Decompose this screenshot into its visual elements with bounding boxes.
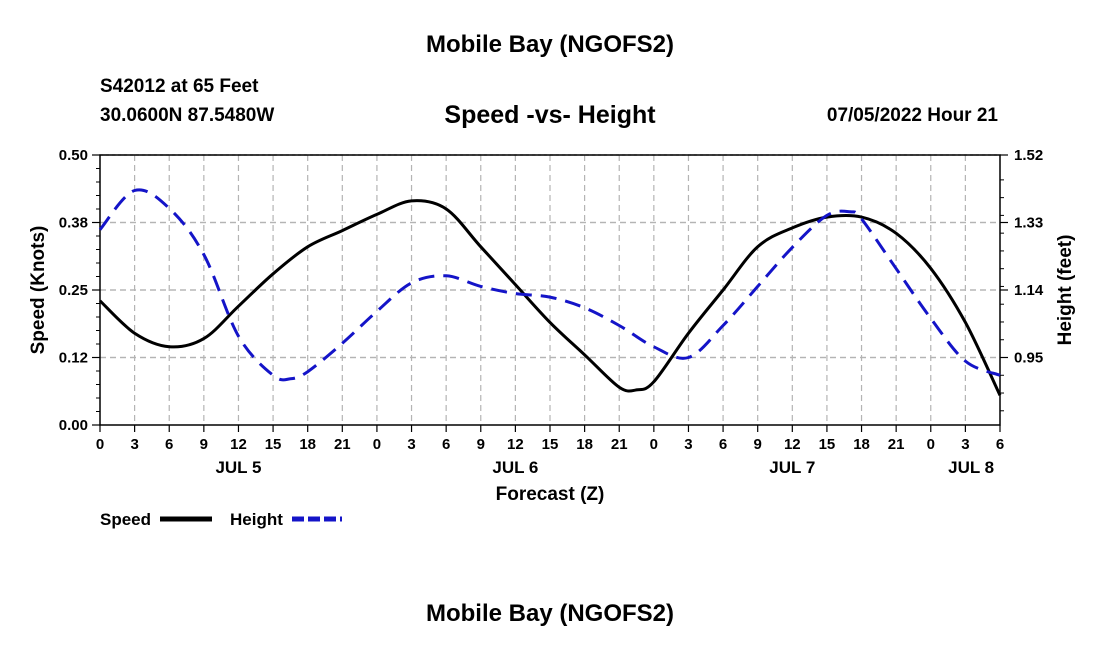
timestamp-label: 07/05/2022 Hour 21 <box>826 105 998 126</box>
coordinates-label: 30.0600N 87.5480W <box>100 105 275 126</box>
x-tick-label: 0 <box>650 436 658 453</box>
x-tick-label: 3 <box>130 436 138 453</box>
x-tick-label: 15 <box>819 436 836 453</box>
legend: Speed Height <box>100 510 342 529</box>
legend-label-height: Height <box>230 510 283 529</box>
series-line-height <box>98 188 1001 382</box>
legend-label-speed: Speed <box>100 510 151 529</box>
y2-tick-label: 1.33 <box>1014 215 1043 232</box>
y-tick-label: 0.00 <box>59 417 88 434</box>
bottom-title: Mobile Bay (NGOFS2) <box>425 600 675 627</box>
series-line-speed <box>98 199 1002 396</box>
y-tick-label: 0.38 <box>59 215 88 232</box>
x-tick-label: 21 <box>334 436 351 453</box>
chart-subtitle: Speed -vs- Height <box>444 101 656 129</box>
day-label: JUL 8 <box>948 458 994 477</box>
x-tick-label: 15 <box>265 436 282 453</box>
x-tick-label: 6 <box>442 436 450 453</box>
y-tick-label: 0.25 <box>59 282 88 299</box>
x-tick-label: 9 <box>477 436 485 453</box>
x-tick-label: 12 <box>507 436 524 453</box>
x-tick-label: 0 <box>96 436 104 453</box>
x-tick-label: 6 <box>165 436 173 453</box>
x-tick-label: 0 <box>927 436 935 453</box>
x-tick-label: 3 <box>407 436 415 453</box>
station-label: S42012 at 65 Feet <box>100 76 259 97</box>
x-axis-title: Forecast (Z) <box>496 484 605 505</box>
day-label: JUL 7 <box>769 458 815 477</box>
y2-axis-title: Height (feet) <box>1055 235 1076 346</box>
x-tick-label: 21 <box>611 436 628 453</box>
chart-title: Mobile Bay (NGOFS2) <box>425 31 675 58</box>
x-tick-label: 3 <box>961 436 969 453</box>
x-tick-label: 6 <box>719 436 727 453</box>
x-tick-label: 12 <box>230 436 247 453</box>
y-tick-label: 0.12 <box>59 350 88 367</box>
x-tick-label: 9 <box>200 436 208 453</box>
x-tick-label: 18 <box>576 436 593 453</box>
day-label: JUL 5 <box>215 458 261 477</box>
x-tick-label: 0 <box>373 436 381 453</box>
day-label: JUL 6 <box>492 458 538 477</box>
x-tick-label: 21 <box>888 436 905 453</box>
x-tick-label: 15 <box>542 436 559 453</box>
y-axis-title: Speed (Knots) <box>28 226 49 355</box>
y2-tick-label: 1.14 <box>1014 282 1044 299</box>
x-tick-label: 18 <box>853 436 870 453</box>
y-tick-label: 0.50 <box>59 147 88 164</box>
x-tick-label: 18 <box>299 436 316 453</box>
y2-tick-label: 1.52 <box>1014 147 1043 164</box>
x-tick-label: 12 <box>784 436 801 453</box>
x-tick-label: 6 <box>996 436 1004 453</box>
x-tick-label: 9 <box>754 436 762 453</box>
y2-tick-label: 0.95 <box>1014 350 1043 367</box>
x-tick-label: 3 <box>684 436 692 453</box>
